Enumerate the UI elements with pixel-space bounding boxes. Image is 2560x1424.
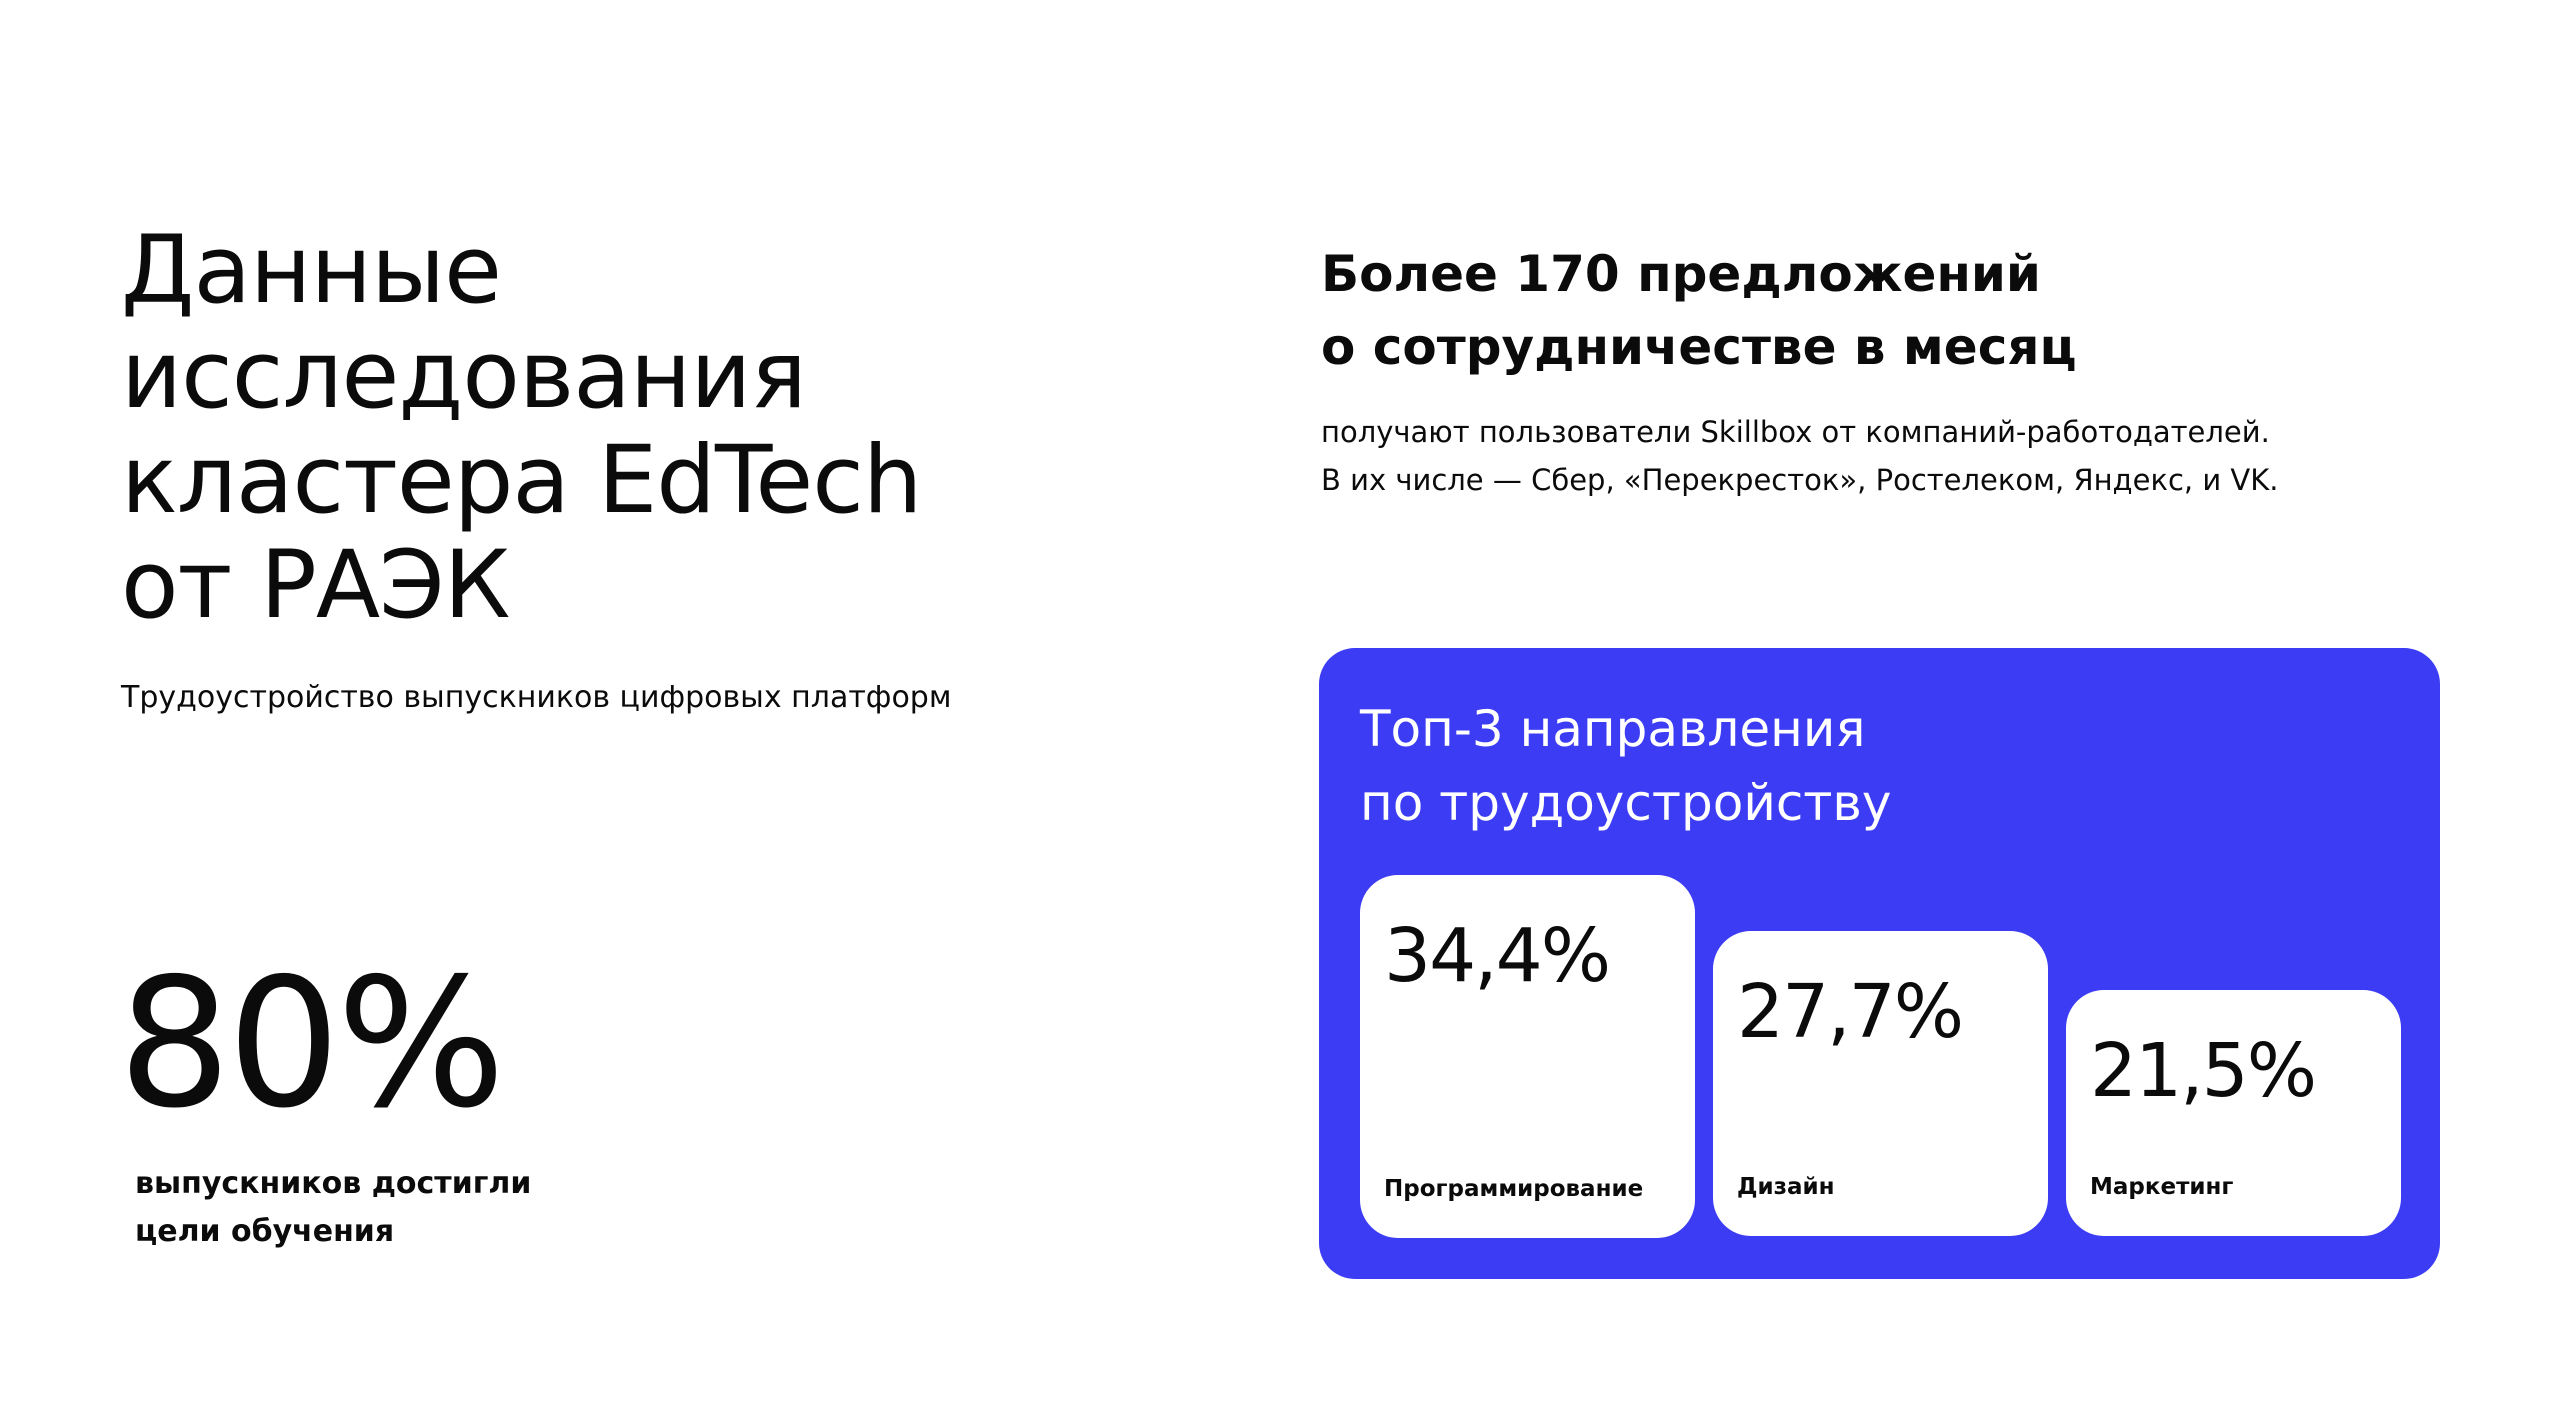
title-line: исследования (121, 321, 807, 430)
heading: Более 170 предложений о сотрудничестве в… (1321, 238, 2077, 384)
caption-line: цели обучения (135, 1214, 395, 1249)
item-label: Дизайн (1737, 1174, 1835, 1200)
item-box: 34,4% Программирование (1360, 875, 1695, 1238)
item-box: 27,7% Дизайн (1713, 931, 2048, 1236)
title-line: Данные (121, 216, 502, 325)
stat-caption: выпускников достигли цели обучения (135, 1160, 531, 1256)
title-line: от РАЭК (121, 531, 511, 640)
item-value: 21,5% (2090, 1028, 2317, 1114)
description-line: В их числе — Сбер, «Перекресток», Ростел… (1321, 463, 2279, 497)
description-line: получают пользователи Skillbox от компан… (1321, 415, 2270, 449)
item-box: 21,5% Маркетинг (2066, 990, 2401, 1236)
description: получают пользователи Skillbox от компан… (1321, 408, 2278, 504)
item-value: 27,7% (1737, 969, 1964, 1055)
stat-value: 80% (118, 940, 506, 1147)
item-label: Маркетинг (2090, 1174, 2234, 1200)
heading-line: о сотрудничестве в месяц (1321, 318, 2077, 376)
top-card: Топ-3 направления по трудоустройству 34,… (1319, 648, 2440, 1279)
card-title: Топ-3 направления по трудоустройству (1360, 692, 1892, 840)
title: Данные исследования кластера EdTech от Р… (121, 216, 922, 640)
card-title-line: по трудоустройству (1360, 774, 1892, 832)
heading-line: Более 170 предложений (1321, 245, 2041, 303)
item-label: Программирование (1384, 1176, 1644, 1202)
title-line: кластера EdTech (121, 426, 922, 535)
caption-line: выпускников достигли (135, 1166, 532, 1201)
subtitle: Трудоустройство выпускников цифровых пла… (121, 680, 952, 715)
card-title-line: Топ-3 направления (1360, 700, 1866, 758)
item-value: 34,4% (1384, 913, 1611, 999)
